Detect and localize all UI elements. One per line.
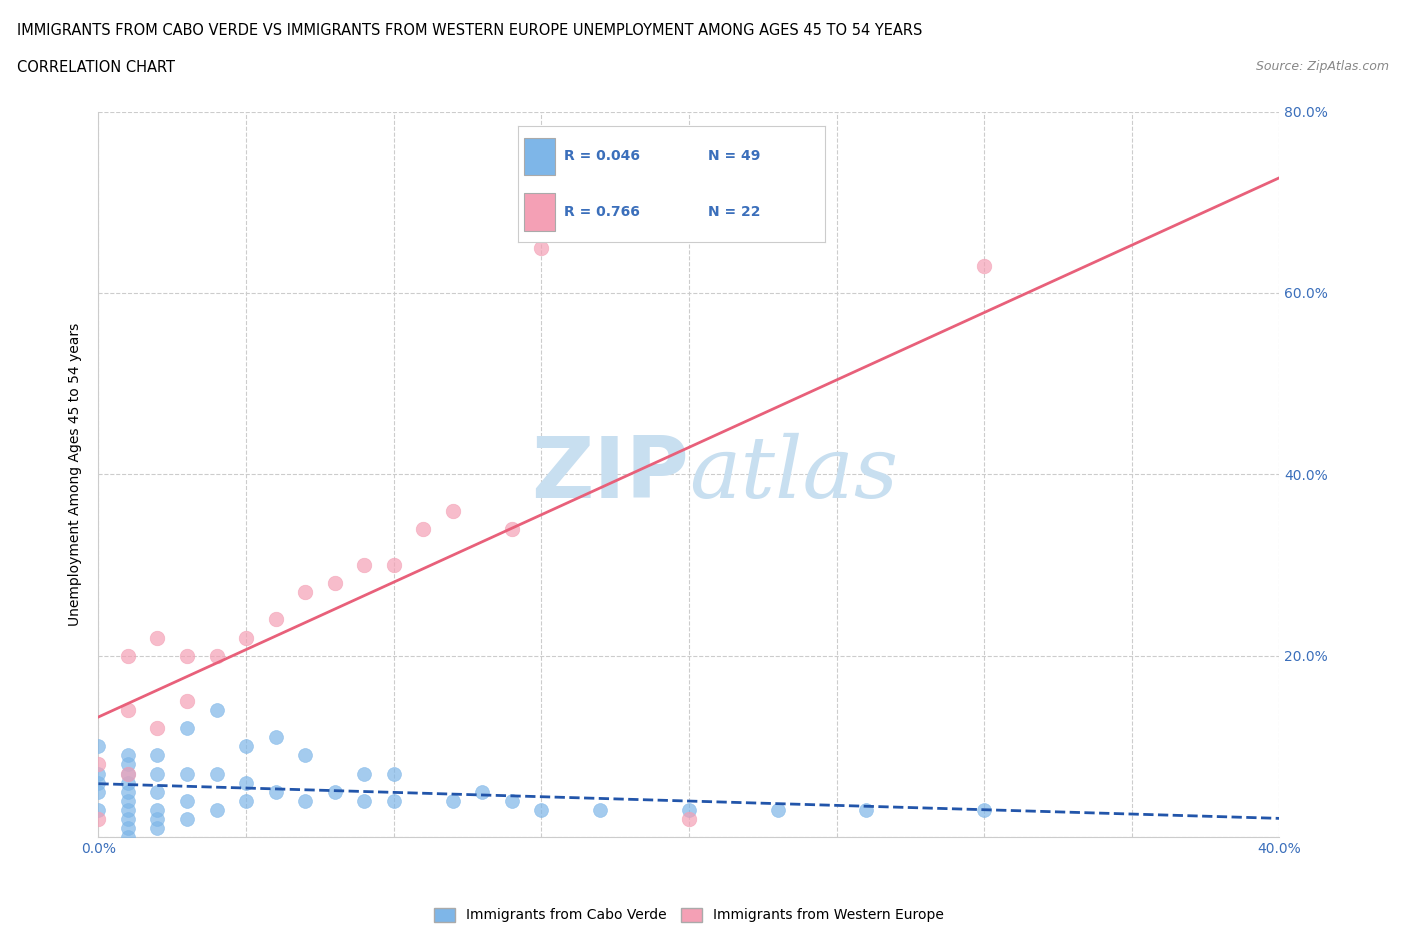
Point bbox=[353, 558, 375, 573]
Point bbox=[117, 776, 139, 790]
Point bbox=[294, 748, 316, 763]
Point bbox=[146, 721, 169, 736]
Point bbox=[87, 738, 110, 753]
Point bbox=[441, 793, 464, 808]
Point bbox=[530, 803, 553, 817]
Point bbox=[117, 820, 139, 835]
Point bbox=[87, 811, 110, 827]
Point bbox=[117, 766, 139, 781]
Point bbox=[382, 558, 405, 573]
Point bbox=[264, 612, 287, 627]
Point bbox=[766, 803, 789, 817]
Point bbox=[353, 766, 375, 781]
Point bbox=[117, 784, 139, 799]
Point bbox=[87, 776, 110, 790]
Point bbox=[117, 803, 139, 817]
Point bbox=[205, 648, 228, 663]
Point bbox=[264, 730, 287, 745]
Point bbox=[235, 738, 257, 753]
Point bbox=[205, 766, 228, 781]
Point bbox=[294, 585, 316, 600]
Point bbox=[530, 240, 553, 255]
Point bbox=[678, 803, 700, 817]
Point bbox=[146, 748, 169, 763]
Point bbox=[176, 648, 198, 663]
Point bbox=[87, 757, 110, 772]
Point bbox=[117, 830, 139, 844]
Text: atlas: atlas bbox=[689, 433, 898, 515]
Point bbox=[353, 793, 375, 808]
Point bbox=[501, 793, 523, 808]
Point bbox=[589, 803, 612, 817]
Text: ZIP: ZIP bbox=[531, 432, 689, 516]
Point bbox=[176, 793, 198, 808]
Point bbox=[412, 521, 434, 536]
Point bbox=[323, 784, 346, 799]
Point bbox=[323, 576, 346, 591]
Point bbox=[382, 793, 405, 808]
Point bbox=[176, 811, 198, 827]
Point bbox=[855, 803, 877, 817]
Point bbox=[146, 811, 169, 827]
Y-axis label: Unemployment Among Ages 45 to 54 years: Unemployment Among Ages 45 to 54 years bbox=[69, 323, 83, 626]
Point bbox=[471, 784, 494, 799]
Point bbox=[441, 503, 464, 518]
Point bbox=[146, 803, 169, 817]
Point bbox=[973, 803, 995, 817]
Point bbox=[146, 766, 169, 781]
Point bbox=[117, 748, 139, 763]
Point bbox=[87, 766, 110, 781]
Point bbox=[205, 803, 228, 817]
Point bbox=[117, 766, 139, 781]
Point bbox=[146, 784, 169, 799]
Point bbox=[235, 793, 257, 808]
Point bbox=[117, 703, 139, 718]
Text: CORRELATION CHART: CORRELATION CHART bbox=[17, 60, 174, 75]
Point bbox=[235, 631, 257, 645]
Point bbox=[678, 811, 700, 827]
Point bbox=[205, 703, 228, 718]
Point bbox=[176, 694, 198, 709]
Point bbox=[87, 784, 110, 799]
Point bbox=[264, 784, 287, 799]
Point bbox=[117, 793, 139, 808]
Text: IMMIGRANTS FROM CABO VERDE VS IMMIGRANTS FROM WESTERN EUROPE UNEMPLOYMENT AMONG : IMMIGRANTS FROM CABO VERDE VS IMMIGRANTS… bbox=[17, 23, 922, 38]
Point bbox=[117, 648, 139, 663]
Point bbox=[146, 820, 169, 835]
Point bbox=[117, 811, 139, 827]
Point bbox=[235, 776, 257, 790]
Point bbox=[501, 521, 523, 536]
Point bbox=[87, 803, 110, 817]
Point bbox=[146, 631, 169, 645]
Point bbox=[176, 721, 198, 736]
Text: Source: ZipAtlas.com: Source: ZipAtlas.com bbox=[1256, 60, 1389, 73]
Point bbox=[382, 766, 405, 781]
Legend: Immigrants from Cabo Verde, Immigrants from Western Europe: Immigrants from Cabo Verde, Immigrants f… bbox=[429, 902, 949, 928]
Point bbox=[117, 757, 139, 772]
Point bbox=[973, 259, 995, 273]
Point bbox=[176, 766, 198, 781]
Point bbox=[294, 793, 316, 808]
